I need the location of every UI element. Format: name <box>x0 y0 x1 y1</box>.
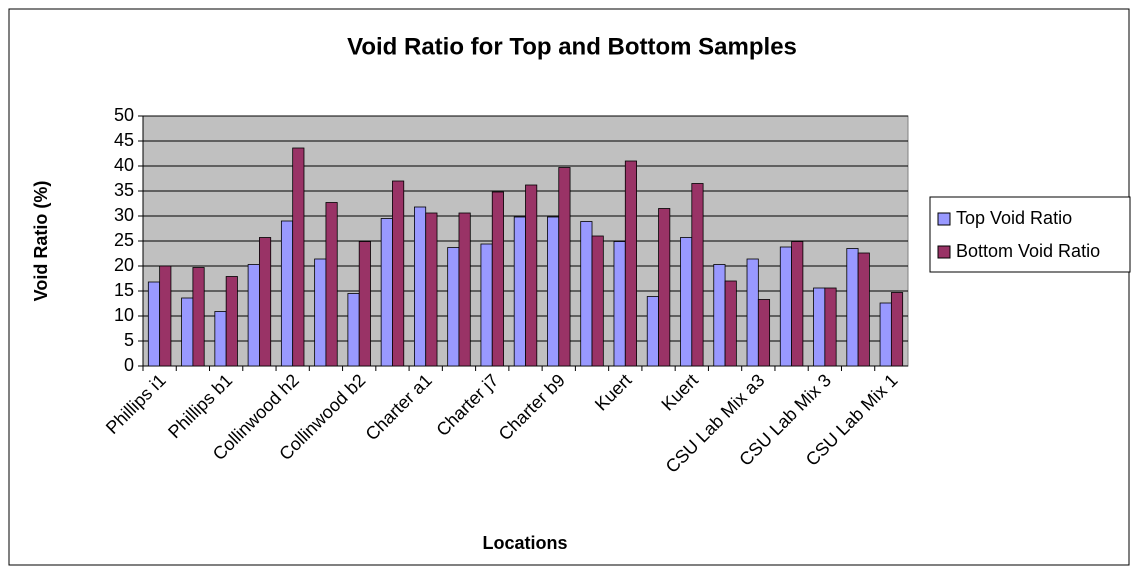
bar <box>181 297 194 367</box>
y-tick-label: 35 <box>114 180 134 200</box>
y-axis-title: Void Ratio (%) <box>31 181 51 302</box>
bar <box>358 241 371 367</box>
bar <box>259 237 272 367</box>
bar <box>314 258 327 367</box>
bar <box>480 243 493 367</box>
chart-title: Void Ratio for Top and Bottom Samples <box>347 33 797 60</box>
bar <box>147 281 161 367</box>
bar <box>879 302 892 367</box>
legend-swatch <box>937 212 951 226</box>
bar <box>846 248 859 367</box>
bar <box>857 252 870 367</box>
bar <box>558 167 571 367</box>
y-tick-label: 0 <box>124 355 134 375</box>
y-tick-label: 15 <box>114 280 134 300</box>
bar <box>547 216 560 367</box>
legend-swatch <box>937 245 951 259</box>
y-tick-label: 40 <box>114 155 134 175</box>
bar <box>791 241 804 367</box>
bar <box>192 267 205 367</box>
bar <box>458 212 471 367</box>
bar <box>624 160 637 367</box>
bar <box>646 296 659 367</box>
bar <box>447 247 460 367</box>
legend-label: Bottom Void Ratio <box>956 241 1100 261</box>
bar <box>347 293 360 367</box>
bar <box>247 264 260 367</box>
bar <box>380 218 393 367</box>
bar <box>513 216 526 367</box>
y-tick-label: 30 <box>114 205 134 225</box>
bar <box>680 237 693 367</box>
bar <box>159 265 172 367</box>
bar <box>658 208 671 367</box>
bar <box>613 241 626 367</box>
y-tick-label: 50 <box>114 105 134 125</box>
y-tick-label: 10 <box>114 305 134 325</box>
bar <box>280 220 294 367</box>
bar <box>491 191 504 367</box>
legend-label: Top Void Ratio <box>956 208 1072 228</box>
bar <box>392 180 405 367</box>
bar <box>425 212 438 367</box>
legend-box <box>929 196 1131 273</box>
bar <box>890 292 904 367</box>
y-tick-label: 45 <box>114 130 134 150</box>
bar <box>414 206 427 367</box>
x-axis-title: Locations <box>482 533 567 553</box>
bar <box>292 147 305 367</box>
bar <box>757 299 771 367</box>
bar <box>746 258 759 367</box>
bar <box>713 264 726 367</box>
bar <box>325 202 338 367</box>
bar <box>525 184 538 367</box>
bar <box>779 246 792 367</box>
bar <box>691 183 704 367</box>
y-tick-label: 25 <box>114 230 134 250</box>
bar <box>813 287 826 367</box>
y-tick-label: 20 <box>114 255 134 275</box>
bar <box>580 221 593 367</box>
bar <box>724 280 737 367</box>
bar <box>824 287 837 367</box>
bar <box>591 235 604 367</box>
y-tick-label: 5 <box>124 330 134 350</box>
bar <box>225 276 238 367</box>
bar <box>214 311 227 367</box>
